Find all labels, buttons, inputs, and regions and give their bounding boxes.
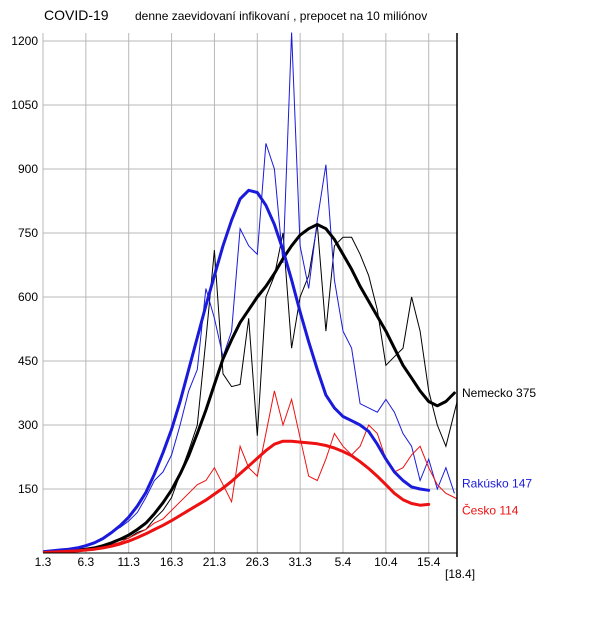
y-tick-label: 600	[18, 290, 38, 304]
series-smoothed-rakúsko	[43, 188, 431, 553]
x-end-label: [18.4]	[445, 567, 475, 581]
x-tick-label: 6.3	[78, 555, 95, 569]
x-tick-label: 26.3	[246, 555, 270, 569]
y-tick-label: 750	[18, 226, 38, 240]
x-tick-label: 5.4	[335, 555, 352, 569]
y-tick-label: 150	[18, 482, 38, 496]
chart-subtitle: denne zaevidovaní infikovaní , prepocet …	[135, 9, 428, 23]
series-smoothed-nemecko	[43, 223, 456, 553]
end-label-česko: Česko 114	[462, 502, 519, 517]
series-daily-rakúsko	[43, 32, 455, 553]
x-tick-label: 16.3	[160, 555, 184, 569]
series-daily-česko	[43, 390, 457, 553]
y-tick-label: 1050	[11, 98, 38, 112]
app-title: COVID-19	[44, 7, 109, 23]
y-tick-label: 450	[18, 354, 38, 368]
x-tick-label: 31.3	[288, 555, 312, 569]
series-smoothed-česko	[43, 439, 431, 553]
end-label-rakúsko: Rakúsko 147	[462, 476, 532, 490]
end-label-nemecko: Nemecko 375	[462, 386, 536, 400]
x-tick-label: 15.4	[417, 555, 441, 569]
x-tick-label: 1.3	[35, 555, 52, 569]
y-tick-label: 300	[18, 418, 38, 432]
y-tick-label: 900	[18, 162, 38, 176]
x-tick-label: 10.4	[374, 555, 398, 569]
y-tick-label: 1200	[11, 34, 38, 48]
x-tick-label: 21.3	[203, 555, 227, 569]
x-tick-label: 11.3	[117, 555, 140, 569]
